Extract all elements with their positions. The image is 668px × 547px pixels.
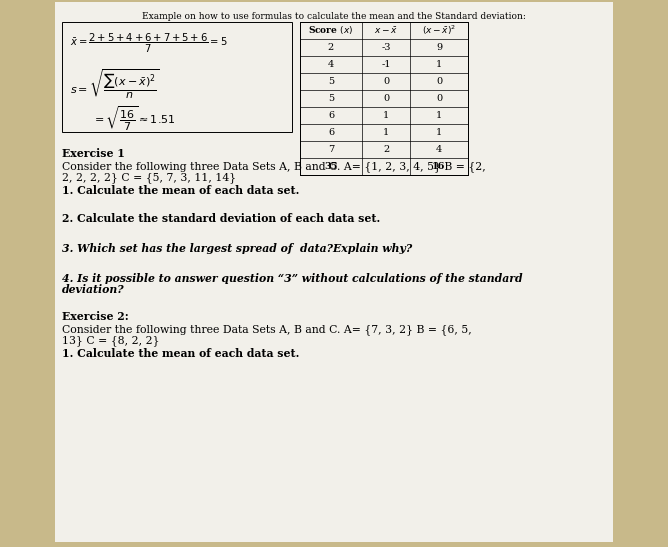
Text: $\bar{x} = \dfrac{2+5+4+6+7+5+6}{7} = 5$: $\bar{x} = \dfrac{2+5+4+6+7+5+6}{7} = 5$ — [70, 32, 228, 55]
Text: 2: 2 — [383, 145, 389, 154]
Text: 1: 1 — [383, 111, 389, 120]
Text: 2. Calculate the standard deviation of each data set.: 2. Calculate the standard deviation of e… — [62, 213, 380, 224]
Text: Consider the following three Data Sets A, B and C. A= {1, 2, 3, 4, 5} B = {2,: Consider the following three Data Sets A… — [62, 161, 486, 172]
Text: 0: 0 — [436, 77, 442, 86]
Text: 7: 7 — [328, 145, 334, 154]
Text: $x - \bar{x}$: $x - \bar{x}$ — [374, 25, 398, 36]
Text: $= \sqrt{\dfrac{16}{7}} \approx 1.51$: $= \sqrt{\dfrac{16}{7}} \approx 1.51$ — [92, 104, 176, 133]
Text: 3. Which set has the largest spread of  data?Explain why?: 3. Which set has the largest spread of d… — [62, 243, 412, 254]
Text: 2, 2, 2, 2} C = {5, 7, 3, 11, 14}: 2, 2, 2, 2} C = {5, 7, 3, 11, 14} — [62, 172, 236, 183]
Text: -3: -3 — [381, 43, 391, 52]
FancyBboxPatch shape — [62, 22, 292, 132]
Text: -1: -1 — [381, 60, 391, 69]
Text: Exercise 2:: Exercise 2: — [62, 311, 129, 322]
Text: 16: 16 — [432, 162, 446, 171]
Text: 6: 6 — [328, 111, 334, 120]
Text: Exercise 1: Exercise 1 — [62, 148, 125, 159]
Text: Consider the following three Data Sets A, B and C. A= {7, 3, 2} B = {6, 5,: Consider the following three Data Sets A… — [62, 324, 472, 335]
Text: deviation?: deviation? — [62, 284, 125, 295]
Text: 4. Is it possible to answer question “3” without calculations of the standard: 4. Is it possible to answer question “3”… — [62, 273, 522, 284]
Text: Score $(x)$: Score $(x)$ — [309, 25, 353, 37]
Text: 9: 9 — [436, 43, 442, 52]
Text: 1: 1 — [383, 128, 389, 137]
FancyBboxPatch shape — [55, 2, 613, 542]
Text: 4: 4 — [436, 145, 442, 154]
Text: 5: 5 — [328, 77, 334, 86]
FancyBboxPatch shape — [300, 22, 468, 175]
Text: 1: 1 — [436, 128, 442, 137]
Text: 1: 1 — [436, 60, 442, 69]
Text: 35: 35 — [324, 162, 338, 171]
Text: $s = \sqrt{\dfrac{\sum(x-\bar{x})^2}{n}}$: $s = \sqrt{\dfrac{\sum(x-\bar{x})^2}{n}}… — [70, 67, 160, 101]
Text: 2: 2 — [328, 43, 334, 52]
Text: 5: 5 — [328, 94, 334, 103]
Text: 0: 0 — [383, 94, 389, 103]
Text: 13} C = {8, 2, 2}: 13} C = {8, 2, 2} — [62, 335, 160, 346]
Text: 0: 0 — [383, 77, 389, 86]
Text: 4: 4 — [328, 60, 334, 69]
Text: Example on how to use formulas to calculate the mean and the Standard deviation:: Example on how to use formulas to calcul… — [142, 12, 526, 21]
Text: 6: 6 — [328, 128, 334, 137]
Text: 0: 0 — [436, 94, 442, 103]
Text: 1: 1 — [436, 111, 442, 120]
Text: 1. Calculate the mean of each data set.: 1. Calculate the mean of each data set. — [62, 348, 299, 359]
Text: $(x-\bar{x})^2$: $(x-\bar{x})^2$ — [422, 24, 456, 37]
Text: 1. Calculate the mean of each data set.: 1. Calculate the mean of each data set. — [62, 185, 299, 196]
